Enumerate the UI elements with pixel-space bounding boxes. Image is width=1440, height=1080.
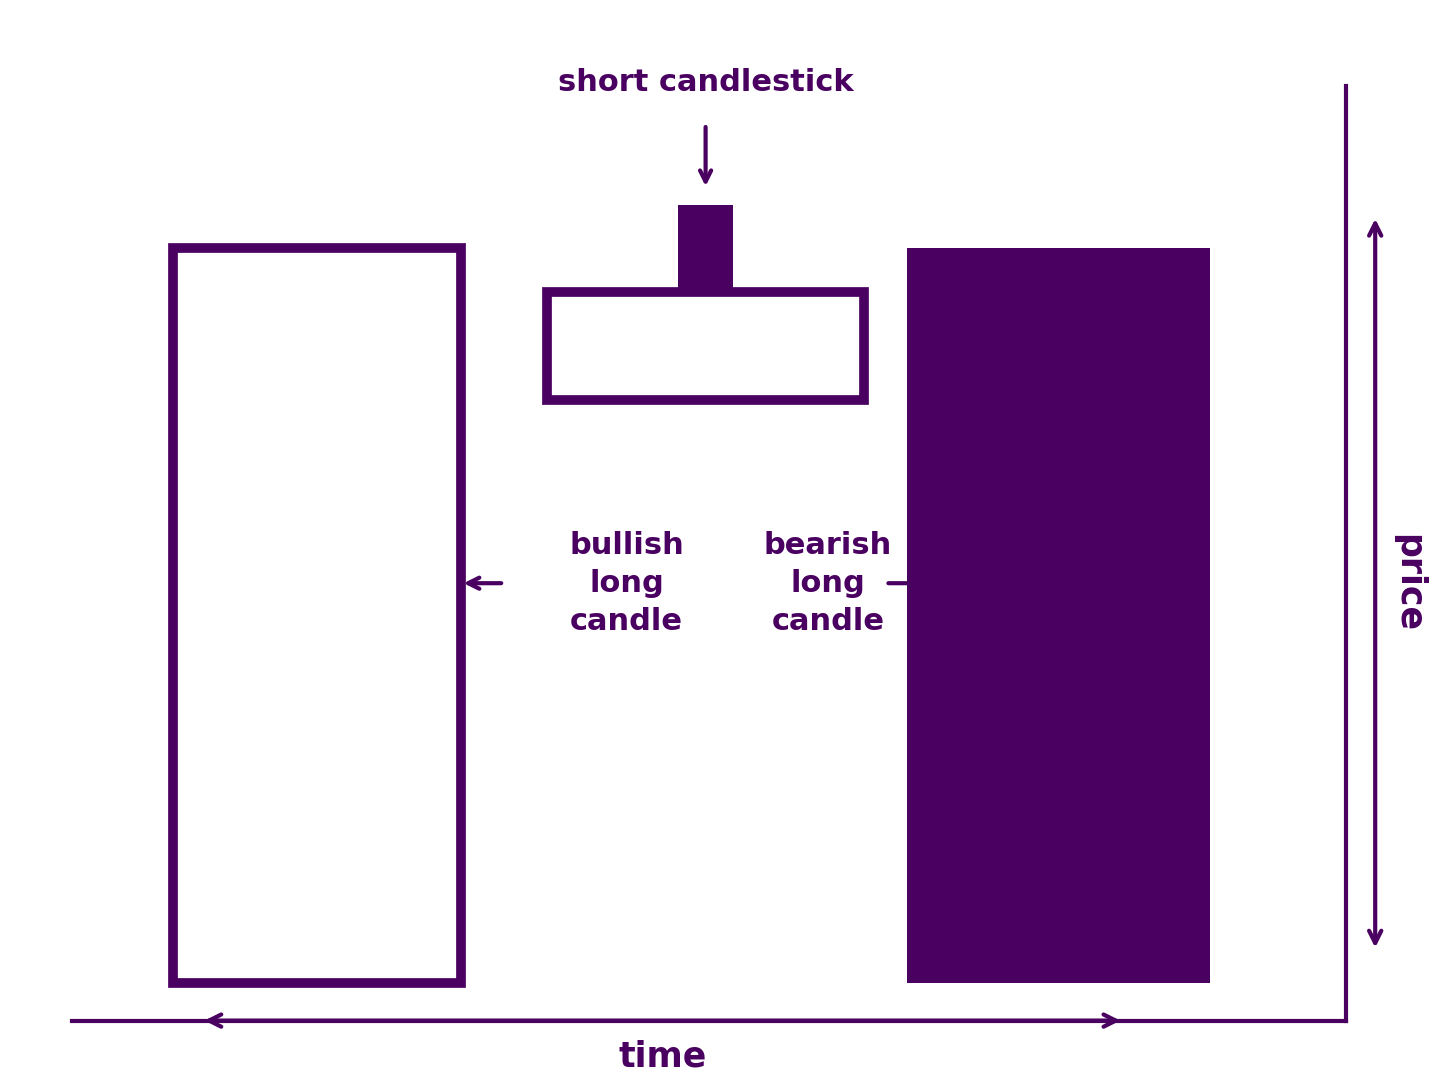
Bar — [907, 248, 1210, 983]
Bar — [173, 248, 461, 983]
Text: short candlestick: short candlestick — [557, 68, 854, 97]
Text: price: price — [1391, 535, 1426, 632]
Text: time: time — [618, 1039, 707, 1074]
Bar — [678, 205, 733, 292]
Text: bearish
long
candle: bearish long candle — [763, 530, 893, 636]
Text: bullish
long
candle: bullish long candle — [569, 530, 684, 636]
Bar — [547, 292, 864, 400]
